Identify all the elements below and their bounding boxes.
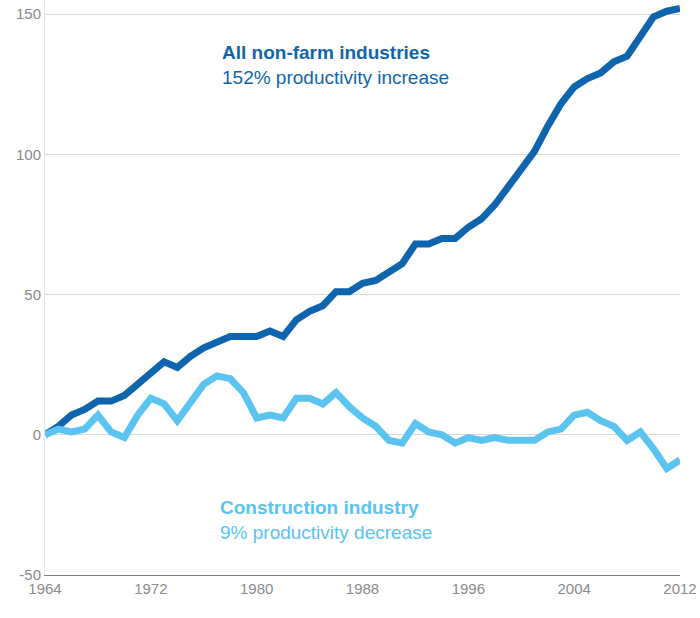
svg-text:2004: 2004	[557, 580, 590, 597]
svg-text:1980: 1980	[240, 580, 273, 597]
svg-text:1996: 1996	[452, 580, 485, 597]
svg-text:Construction industry9% produc: Construction industry9% productivity dec…	[220, 497, 432, 543]
svg-text:-50: -50	[19, 566, 41, 583]
svg-text:1988: 1988	[346, 580, 379, 597]
svg-text:100: 100	[16, 146, 41, 163]
svg-text:1964: 1964	[28, 580, 61, 597]
svg-text:150: 150	[16, 5, 41, 22]
svg-text:2012: 2012	[663, 580, 696, 597]
svg-text:50: 50	[24, 286, 41, 303]
svg-text:All non-farm industries152% pr: All non-farm industries152% productivity…	[222, 42, 449, 88]
svg-text:0: 0	[33, 426, 41, 443]
svg-text:1972: 1972	[134, 580, 167, 597]
